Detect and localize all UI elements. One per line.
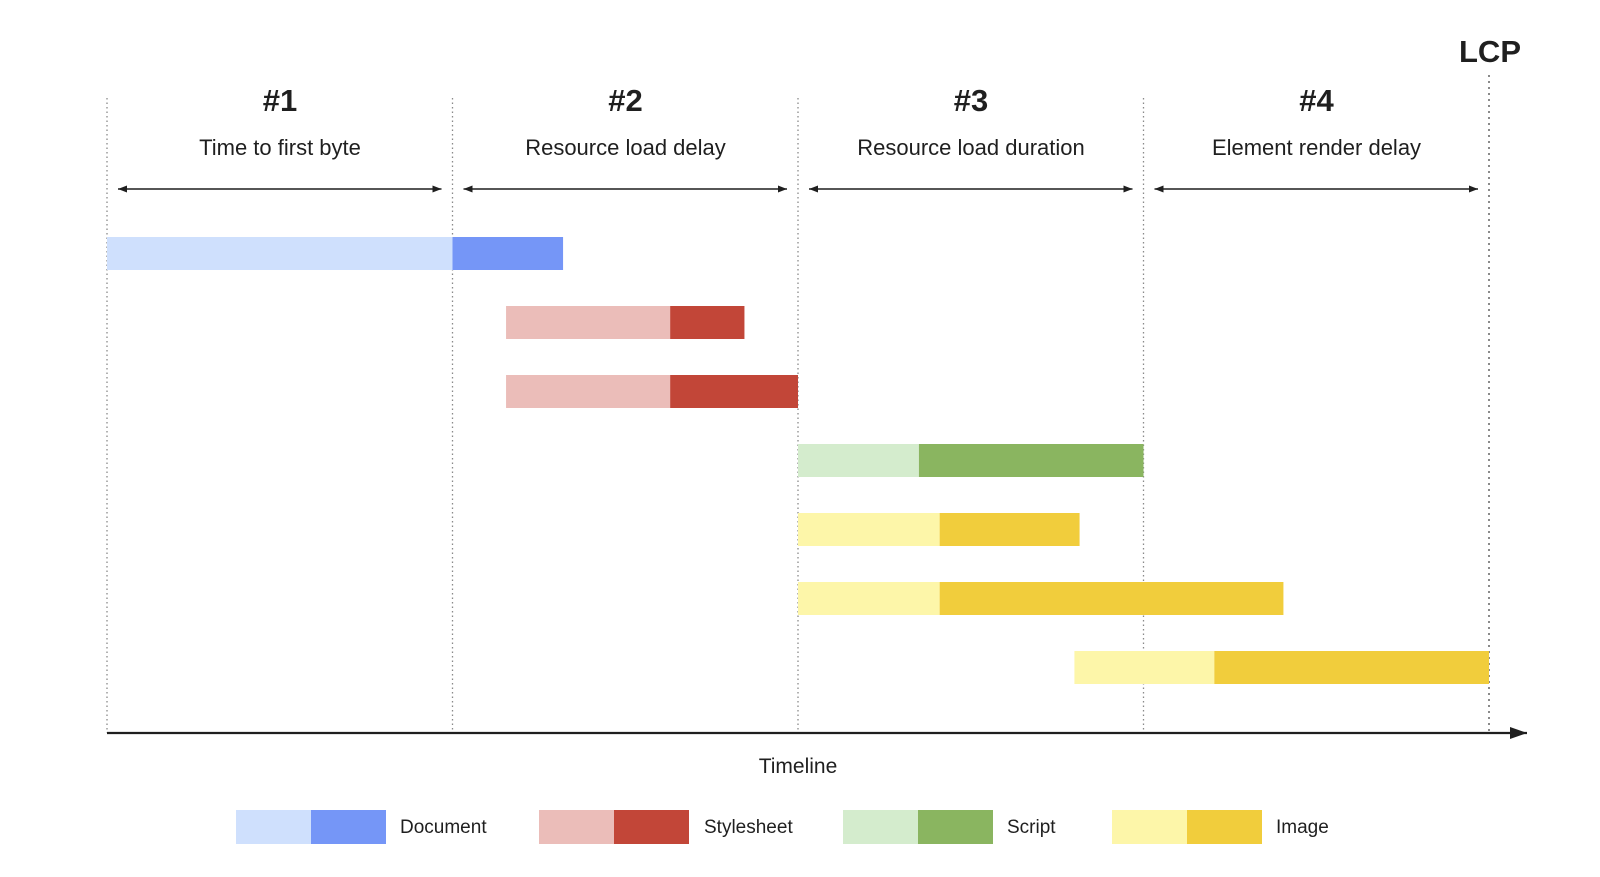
bar-2-stylesheet-load	[670, 306, 745, 339]
bar-2-stylesheet-wait	[506, 306, 671, 339]
bar-4-script-load	[918, 444, 1144, 477]
phase-2-number: #2	[608, 83, 642, 118]
phase-3-number: #3	[954, 83, 988, 118]
phase-headers: #1 Time to first byte #2 Resource load d…	[199, 83, 1421, 160]
phase-dividers	[106, 75, 1490, 733]
legend-script-label: Script	[1007, 817, 1056, 838]
legend-script-swatch-light	[843, 810, 918, 844]
phase-1-number: #1	[263, 83, 297, 118]
legend-image-label: Image	[1276, 817, 1329, 838]
bar-5-image-load	[939, 513, 1080, 546]
lcp-label: LCP	[1459, 34, 1521, 69]
phase-3-name: Resource load duration	[857, 135, 1084, 160]
timeline-label: Timeline	[759, 755, 838, 778]
legend-document-swatch-dark	[311, 810, 386, 844]
bar-4-script-wait	[798, 444, 919, 477]
bar-7-image-wait	[1074, 651, 1215, 684]
legend-stylesheet-swatch-dark	[614, 810, 689, 844]
bar-3-stylesheet-load	[670, 375, 798, 408]
phase-4-name: Element render delay	[1212, 135, 1421, 160]
phase-2-name: Resource load delay	[525, 135, 726, 160]
legend-stylesheet-swatch-light	[539, 810, 614, 844]
legend-image-swatch-light	[1112, 810, 1187, 844]
legend-script-swatch-dark	[918, 810, 993, 844]
bar-6-image-load	[939, 582, 1284, 615]
resource-bars	[107, 237, 1489, 684]
bar-3-stylesheet-wait	[506, 375, 671, 408]
bar-6-image-wait	[798, 582, 940, 615]
bar-1-document-load	[452, 237, 564, 270]
legend-document-label: Document	[400, 817, 487, 838]
legend-document-swatch-light	[236, 810, 311, 844]
phase-4-number: #4	[1299, 83, 1334, 118]
bar-5-image-wait	[798, 513, 940, 546]
bar-7-image-load	[1214, 651, 1489, 684]
bar-1-document-wait	[107, 237, 453, 270]
phase-1-name: Time to first byte	[199, 135, 361, 160]
legend: Document Stylesheet Script Image	[236, 810, 1329, 844]
legend-stylesheet-label: Stylesheet	[704, 817, 793, 838]
legend-image-swatch-dark	[1187, 810, 1262, 844]
